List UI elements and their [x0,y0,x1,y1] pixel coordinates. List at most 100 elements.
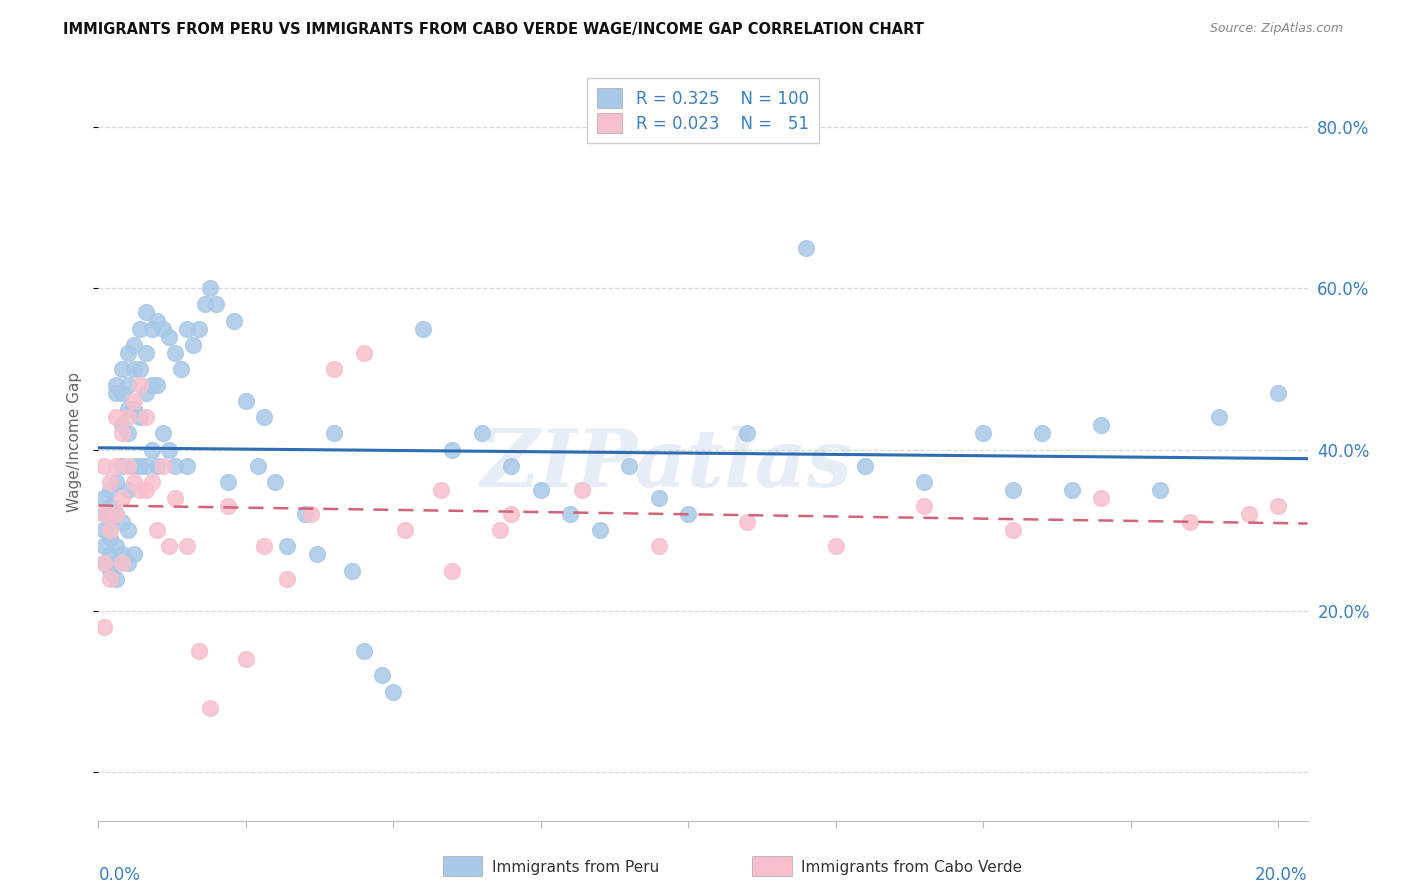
Point [200,700,222,714]
Point [187,644,209,658]
Point [735,515,758,529]
Point [370,668,392,682]
Point [93,620,115,634]
Point [117,410,139,425]
Point [105,410,128,425]
Text: ZIPatlas: ZIPatlas [481,425,853,503]
Point [105,378,128,392]
Point [135,458,157,473]
Point [117,523,139,537]
Point [165,346,187,360]
Point [105,507,128,521]
Point [560,507,582,521]
Point [93,523,115,537]
Point [152,426,174,441]
Text: Immigrants from Cabo Verde: Immigrants from Cabo Verde [801,861,1022,875]
Legend: R = 0.325    N = 100, R = 0.023    N =   51: R = 0.325 N = 100, R = 0.023 N = 51 [588,78,818,143]
Point [105,475,128,489]
Text: 20.0%: 20.0% [1256,866,1308,884]
Point [205,297,228,311]
Point [912,475,935,489]
Point [501,458,523,473]
Point [105,386,128,401]
Point [105,572,128,586]
Point [105,540,128,554]
Text: 0.0%: 0.0% [98,866,141,884]
Point [152,458,174,473]
Point [648,540,671,554]
Point [1090,418,1112,433]
Point [111,491,134,505]
Point [501,507,523,521]
Text: Immigrants from Peru: Immigrants from Peru [492,861,659,875]
Point [98,499,121,513]
Point [1237,507,1260,521]
Point [128,378,150,392]
Point [235,652,257,666]
Point [252,410,274,425]
Point [181,337,204,351]
Point [128,321,150,335]
Point [93,556,115,570]
Point [1149,483,1171,497]
Point [105,507,128,521]
Point [648,491,671,505]
Point [294,507,316,521]
Point [1090,491,1112,505]
Point [111,418,134,433]
Point [111,426,134,441]
Point [128,483,150,497]
Point [111,362,134,376]
Point [98,564,121,578]
Point [217,475,239,489]
Point [98,572,121,586]
Point [441,564,464,578]
Point [111,515,134,529]
Point [589,523,612,537]
Point [176,458,198,473]
Point [1267,499,1289,513]
Point [246,458,269,473]
Point [353,346,375,360]
Point [252,540,274,554]
Point [146,523,169,537]
Point [441,442,464,457]
Point [93,507,115,521]
Point [571,483,593,497]
Point [824,540,846,554]
Point [141,378,163,392]
Point [93,491,115,505]
Point [471,426,494,441]
Point [135,305,157,319]
Point [340,564,363,578]
Point [394,523,416,537]
Point [217,499,239,513]
Point [1001,483,1024,497]
Point [135,483,157,497]
Point [853,458,876,473]
Point [176,321,198,335]
Point [122,402,145,417]
Point [98,532,121,546]
Point [117,426,139,441]
Point [530,483,553,497]
Y-axis label: Wage/Income Gap: Wage/Income Gap [67,371,83,512]
Point [117,402,139,417]
Point [157,329,180,343]
Point [135,346,157,360]
Point [176,540,198,554]
Point [117,458,139,473]
Point [1208,410,1230,425]
Point [157,442,180,457]
Point [157,540,180,554]
Point [146,313,169,327]
Point [141,321,163,335]
Point [105,458,128,473]
Point [1001,523,1024,537]
Point [93,556,115,570]
Point [98,483,121,497]
Point [382,684,405,698]
Text: IMMIGRANTS FROM PERU VS IMMIGRANTS FROM CABO VERDE WAGE/INCOME GAP CORRELATION C: IMMIGRANTS FROM PERU VS IMMIGRANTS FROM … [63,22,924,37]
Point [1031,426,1053,441]
Point [276,540,298,554]
